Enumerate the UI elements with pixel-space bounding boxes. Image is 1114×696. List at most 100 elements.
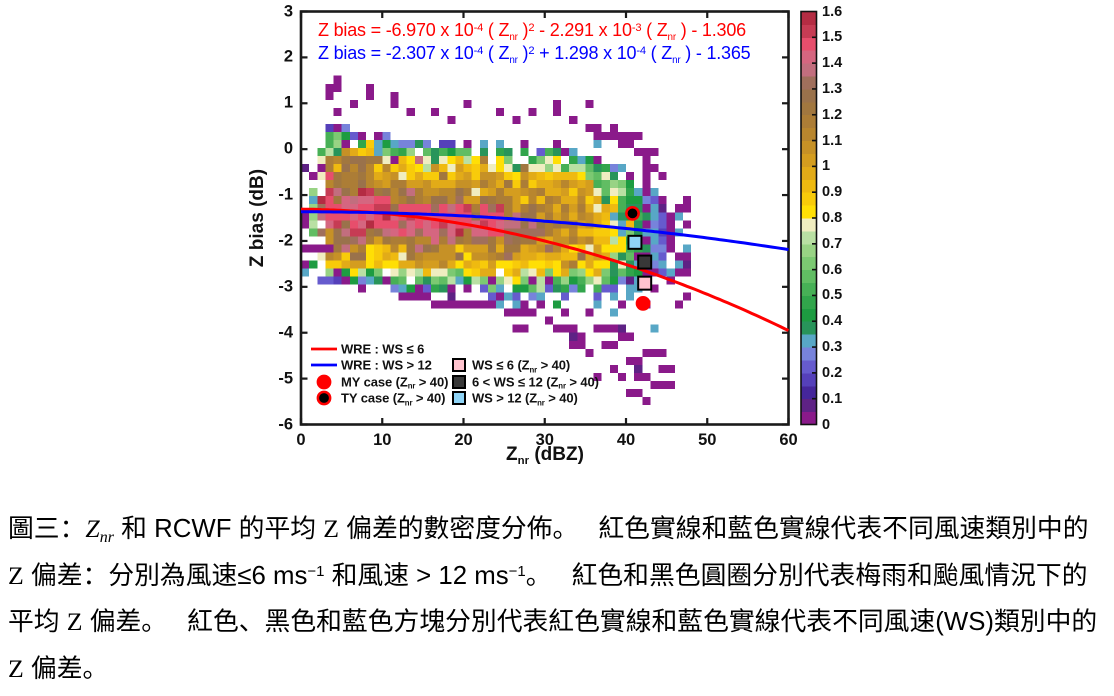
density-cell [431, 172, 440, 181]
density-cell [422, 292, 432, 301]
density-cell [601, 236, 610, 245]
density-cell [463, 284, 472, 293]
density-cell [642, 348, 651, 357]
marker-ws-6-12 [637, 254, 653, 270]
density-cell [479, 260, 488, 269]
colorbar-band [801, 359, 817, 374]
density-cell [333, 148, 342, 157]
density-cell [455, 196, 464, 205]
density-cell [487, 196, 497, 205]
density-cell [617, 204, 627, 213]
x-tick-label: 40 [616, 431, 636, 449]
x-tick-label: 10 [373, 431, 392, 449]
density-cell [471, 188, 480, 197]
density-cell [390, 268, 399, 277]
density-cell [528, 107, 537, 116]
density-cell [642, 236, 651, 245]
density-cell [349, 252, 358, 261]
density-cell [609, 172, 618, 181]
density-cell [552, 204, 562, 213]
density-cell [674, 204, 683, 213]
density-cell [349, 148, 358, 157]
density-cell [422, 164, 432, 173]
density-cell [520, 260, 529, 269]
density-cell [496, 260, 505, 269]
density-cell [439, 196, 448, 205]
density-cell [552, 300, 562, 309]
density-cell [569, 204, 578, 213]
density-cell [528, 156, 537, 165]
density-cell [301, 244, 310, 253]
density-cell [601, 204, 610, 213]
density-cell [544, 196, 553, 205]
density-cell [422, 260, 432, 269]
density-cell [585, 268, 594, 277]
density-cell [642, 204, 651, 213]
density-cell [504, 236, 513, 245]
heatmap-cells [301, 75, 692, 405]
density-cell [357, 164, 367, 173]
density-cell [528, 220, 537, 229]
density-cell [374, 252, 383, 261]
density-cell [626, 228, 635, 237]
density-cell [552, 148, 562, 157]
density-cell [447, 292, 456, 301]
density-cell [650, 196, 659, 205]
density-cell [617, 324, 627, 333]
density-cell [357, 188, 367, 197]
density-cell [341, 212, 350, 221]
density-cell [569, 228, 578, 237]
density-cell [333, 75, 342, 84]
text: > 40) [544, 390, 578, 406]
density-cell [422, 156, 432, 165]
density-cell [414, 172, 423, 181]
density-cell [398, 260, 407, 269]
density-cell [504, 260, 513, 269]
density-cell [382, 164, 391, 173]
density-cell [463, 180, 472, 189]
density-cell [674, 212, 683, 221]
density-cell [512, 276, 521, 285]
density-cell [552, 172, 562, 181]
density-cell [317, 156, 326, 165]
density-cell [512, 268, 521, 277]
density-cell [349, 276, 358, 285]
density-cell [333, 244, 342, 253]
density-cell [609, 308, 618, 317]
density-cell [349, 236, 358, 245]
density-cell [390, 252, 399, 261]
density-cell [471, 276, 480, 285]
text-serifz: Z [66, 607, 83, 636]
density-cell [609, 204, 618, 213]
density-cell [626, 252, 635, 261]
density-cell [479, 276, 488, 285]
density-cell [398, 172, 407, 181]
density-cell [666, 244, 675, 253]
text-sup: 2 [528, 22, 535, 35]
density-cell [504, 156, 513, 165]
colorbar-tick-label: 0.7 [822, 235, 843, 252]
density-cell [374, 244, 383, 253]
text-sub: nr [509, 32, 518, 44]
density-cell [544, 220, 553, 229]
density-cell [447, 172, 456, 181]
density-cell [414, 164, 423, 173]
colorbar-tick-label: 0.1 [822, 390, 843, 407]
density-cell [349, 164, 358, 173]
density-cell [414, 284, 423, 293]
density-cell [398, 188, 407, 197]
x-tick-label: 50 [698, 431, 717, 449]
density-cell [439, 164, 448, 173]
density-cell [398, 292, 407, 301]
text-sub: nr [667, 32, 677, 44]
density-cell [431, 164, 440, 173]
density-cell [617, 188, 627, 197]
text-sup: -3 [631, 22, 642, 35]
density-cell [309, 228, 318, 237]
density-cell [406, 220, 415, 229]
density-cell [374, 156, 383, 165]
density-cell [609, 131, 618, 140]
density-cell [601, 220, 610, 229]
colorbar-tick-label: 1.4 [822, 55, 843, 72]
